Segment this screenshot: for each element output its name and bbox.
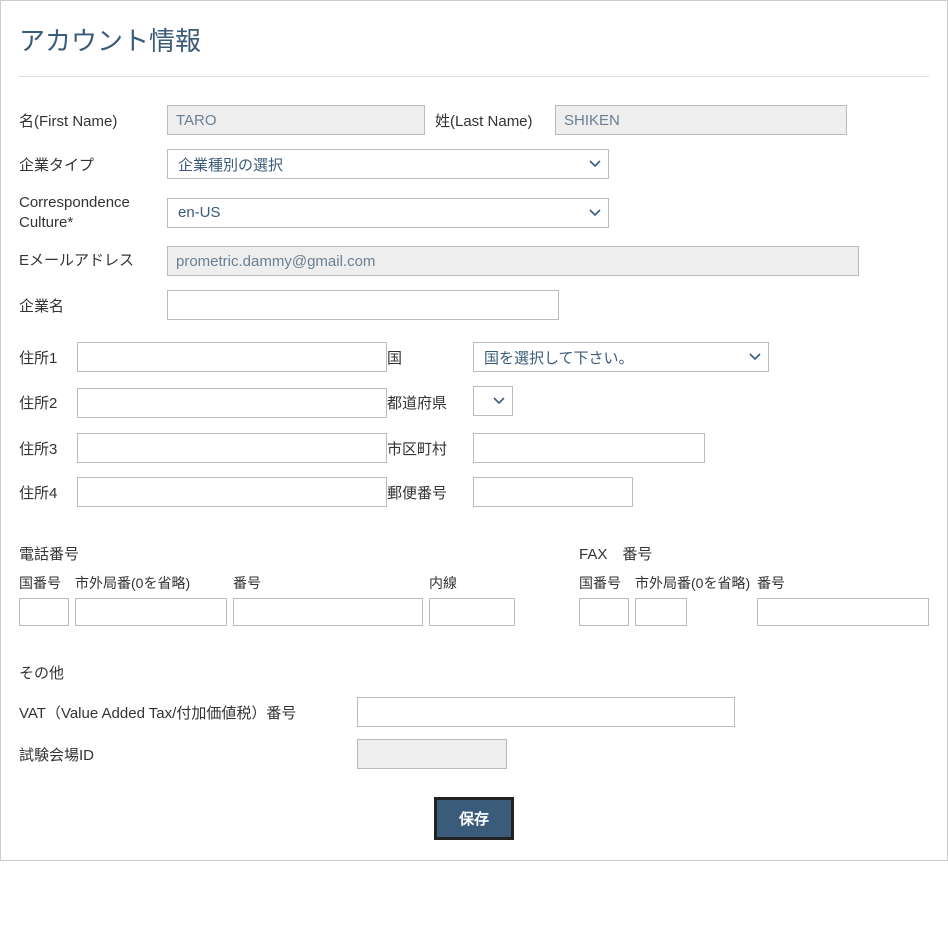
city-input[interactable]	[473, 433, 705, 463]
fax-cc-input[interactable]	[579, 598, 629, 626]
culture-value: en-US	[178, 204, 221, 221]
addr1-input[interactable]	[77, 342, 387, 372]
divider	[19, 76, 929, 77]
company-name-input[interactable]	[167, 290, 559, 320]
vat-input[interactable]	[357, 697, 735, 727]
phone-cc-input[interactable]	[19, 598, 69, 626]
vat-label: VAT（Value Added Tax/付加価値税）番号	[19, 702, 357, 723]
site-id-label: 試験会場ID	[19, 744, 357, 765]
prefecture-label: 都道府県	[387, 392, 473, 413]
culture-label: Correspondence Culture*	[19, 193, 167, 232]
fax-cc-label: 国番号	[579, 574, 629, 592]
phone-title: 電話番号	[19, 543, 539, 564]
company-type-value: 企業種別の選択	[178, 154, 283, 175]
fax-num-label: 番号	[757, 574, 929, 592]
email-input[interactable]	[167, 246, 859, 276]
phone-area-label: 市外局番(0を省略)	[75, 574, 227, 592]
country-select[interactable]: 国を選択して下さい。	[473, 342, 769, 372]
addr2-input[interactable]	[77, 388, 387, 418]
phone-ext-input[interactable]	[429, 598, 515, 626]
fax-area-label: 市外局番(0を省略)	[635, 574, 751, 592]
addr4-label: 住所4	[19, 482, 77, 503]
zip-input[interactable]	[473, 477, 633, 507]
addr2-label: 住所2	[19, 392, 77, 413]
company-name-row: 企業名	[19, 290, 929, 320]
culture-row: Correspondence Culture* en-US	[19, 193, 929, 232]
addr3-input[interactable]	[77, 433, 387, 463]
fax-title: FAX 番号	[579, 543, 929, 564]
addr3-label: 住所3	[19, 438, 77, 459]
addr4-input[interactable]	[77, 477, 387, 507]
address-section: 住所1 国 国を選択して下さい。 住所2 都道府県	[19, 342, 929, 507]
addr1-label: 住所1	[19, 347, 77, 368]
phone-ext-label: 内線	[429, 574, 515, 592]
first-name-label: 名(First Name)	[19, 110, 167, 131]
last-name-input[interactable]	[555, 105, 847, 135]
other-section: その他 VAT（Value Added Tax/付加価値税）番号 試験会場ID	[19, 662, 929, 769]
email-label: Eメールアドレス	[19, 251, 167, 271]
site-id-input[interactable]	[357, 739, 507, 769]
first-name-input[interactable]	[167, 105, 425, 135]
other-title: その他	[19, 662, 929, 683]
phone-block: 電話番号 国番号 市外局番(0を省略) 番号 内線	[19, 543, 539, 626]
save-button[interactable]: 保存	[434, 797, 514, 840]
country-label: 国	[387, 347, 473, 368]
company-type-select[interactable]: 企業種別の選択	[167, 149, 609, 179]
phone-cc-label: 国番号	[19, 574, 69, 592]
company-type-row: 企業タイプ 企業種別の選択	[19, 149, 929, 179]
phone-num-input[interactable]	[233, 598, 423, 626]
fax-num-input[interactable]	[757, 598, 929, 626]
prefecture-select[interactable]	[473, 386, 513, 416]
phone-fax-section: 電話番号 国番号 市外局番(0を省略) 番号 内線	[19, 543, 929, 626]
button-row: 保存	[19, 797, 929, 840]
company-type-label: 企業タイプ	[19, 154, 167, 175]
account-info-form: アカウント情報 名(First Name) 姓(Last Name) 企業タイプ…	[0, 0, 948, 861]
name-row: 名(First Name) 姓(Last Name)	[19, 105, 929, 135]
country-value: 国を選択して下さい。	[484, 347, 634, 368]
company-name-label: 企業名	[19, 295, 167, 316]
phone-area-input[interactable]	[75, 598, 227, 626]
city-label: 市区町村	[387, 438, 473, 459]
fax-block: FAX 番号 国番号 市外局番(0を省略) 番号	[579, 543, 929, 626]
culture-select[interactable]: en-US	[167, 198, 609, 228]
last-name-label: 姓(Last Name)	[425, 110, 555, 131]
email-row: Eメールアドレス	[19, 246, 929, 276]
zip-label: 郵便番号	[387, 482, 473, 503]
fax-area-input[interactable]	[635, 598, 687, 626]
phone-num-label: 番号	[233, 574, 423, 592]
page-title: アカウント情報	[19, 21, 929, 58]
